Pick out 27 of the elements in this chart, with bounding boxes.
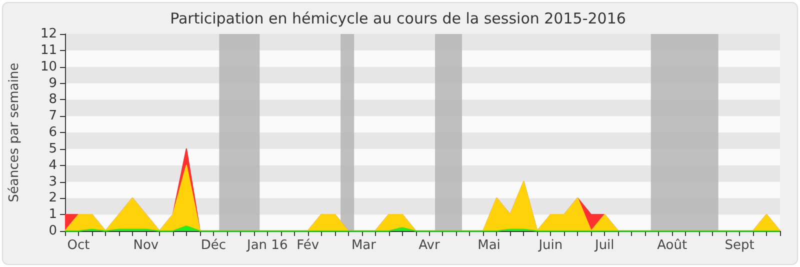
y-tick-label: 4 <box>48 158 57 173</box>
y-tick-label: 1 <box>48 207 57 222</box>
y-tick-label: 2 <box>48 190 57 206</box>
y-tick-label: 6 <box>48 125 57 140</box>
x-tick-label: Nov <box>133 238 159 253</box>
y-tick-label: 7 <box>48 108 57 124</box>
y-tick-label: 0 <box>48 224 57 238</box>
y-axis-title: Séances par semaine <box>7 62 22 202</box>
y-tick-label: 5 <box>48 141 57 156</box>
x-tick-label: Jan 16 <box>246 238 288 253</box>
x-tick-label: Déc <box>200 238 226 253</box>
x-tick-label: Mai <box>478 238 500 253</box>
x-tick-label: Sept <box>724 238 754 253</box>
x-tick-label: Oct <box>67 238 90 253</box>
x-tick-label: Août <box>657 238 688 253</box>
y-tick-label: 10 <box>40 59 57 74</box>
x-tick-label: Juil <box>594 238 614 253</box>
y-tick-label: 8 <box>48 92 57 108</box>
x-tick-label: Avr <box>418 238 440 253</box>
x-tick-label: Juin <box>538 238 563 253</box>
y-tick-label: 11 <box>40 42 57 58</box>
y-tick-label: 3 <box>48 174 57 190</box>
chart-title: Participation en hémicycle au cours de la session 2015-2016 <box>170 10 626 28</box>
x-tick-label: Mar <box>351 238 377 253</box>
x-tick-label: Fév <box>296 238 320 253</box>
y-tick-label: 12 <box>40 26 57 42</box>
y-tick-label: 9 <box>48 76 57 91</box>
